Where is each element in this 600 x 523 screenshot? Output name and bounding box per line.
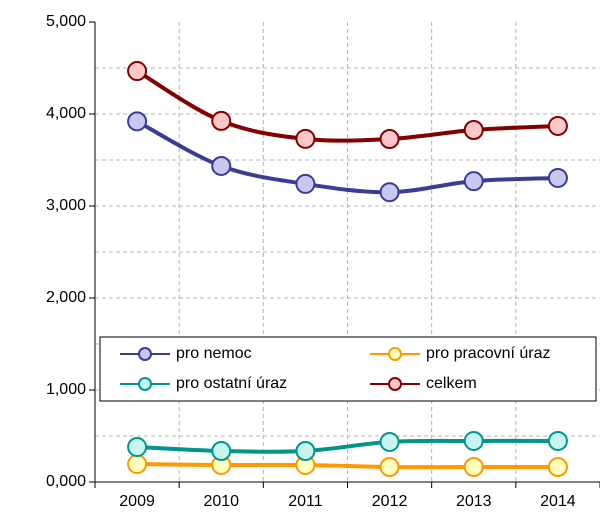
- legend-box: [99, 336, 597, 402]
- marker: [379, 457, 400, 478]
- marker: [127, 61, 148, 82]
- legend-label: pro pracovní úraz: [426, 345, 551, 362]
- legend-marker: [388, 377, 402, 391]
- marker: [463, 171, 484, 192]
- y-tick-label: 4,000: [46, 105, 86, 122]
- x-tick-label: 2010: [203, 493, 239, 510]
- marker: [379, 129, 400, 150]
- legend-marker: [388, 347, 402, 361]
- x-tick-label: 2012: [372, 493, 408, 510]
- marker: [127, 111, 148, 132]
- marker: [295, 440, 316, 461]
- marker: [547, 167, 568, 188]
- x-tick-label: 2013: [456, 493, 492, 510]
- marker: [379, 182, 400, 203]
- marker: [547, 430, 568, 451]
- marker: [295, 128, 316, 149]
- legend-marker: [138, 377, 152, 391]
- legend-marker: [138, 347, 152, 361]
- marker: [211, 110, 232, 131]
- marker: [463, 430, 484, 451]
- marker: [127, 454, 148, 475]
- x-tick-label: 2014: [540, 493, 576, 510]
- marker: [379, 431, 400, 452]
- marker: [463, 457, 484, 478]
- legend-label: pro ostatní úraz: [176, 375, 287, 392]
- marker: [547, 115, 568, 136]
- marker: [463, 120, 484, 141]
- marker: [211, 155, 232, 176]
- y-tick-label: 1,000: [46, 381, 86, 398]
- y-tick-label: 3,000: [46, 197, 86, 214]
- series-line: [137, 462, 558, 470]
- y-tick-label: 5,000: [46, 13, 86, 30]
- y-tick-label: 2,000: [46, 289, 86, 306]
- marker: [295, 173, 316, 194]
- marker: [211, 440, 232, 461]
- legend-label: celkem: [426, 375, 477, 392]
- y-tick-label: 0,000: [46, 473, 86, 490]
- x-tick-label: 2009: [119, 493, 155, 510]
- marker: [127, 437, 148, 458]
- x-tick-label: 2011: [288, 493, 323, 510]
- legend-label: pro nemoc: [176, 345, 252, 362]
- marker: [547, 457, 568, 478]
